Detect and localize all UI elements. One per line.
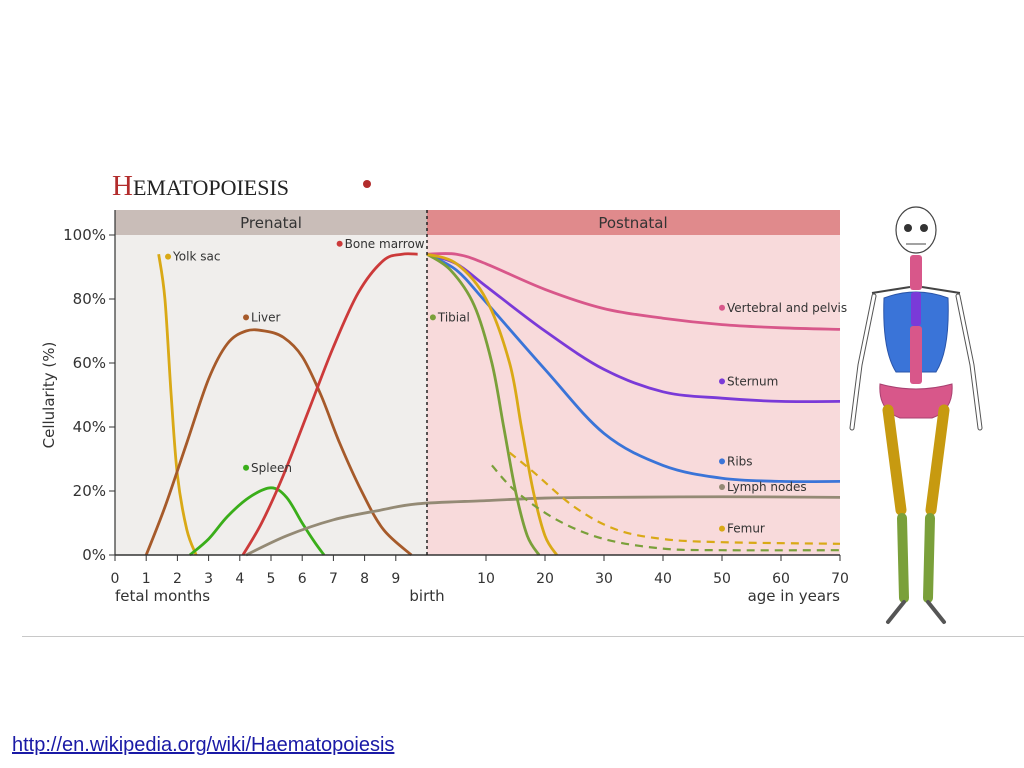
- x-tick-label: 40: [654, 571, 672, 587]
- series-line-liver: [144, 328, 413, 557]
- series-marker-lymph: [719, 484, 725, 490]
- dashed-line-femur: [508, 451, 841, 545]
- x-tick-label: 5: [267, 571, 276, 587]
- postnatal-header: [427, 210, 840, 235]
- series-label-tibial: Tibial: [437, 310, 470, 324]
- x-tick-label: 10: [477, 571, 495, 587]
- series-line-tibial: [426, 253, 541, 556]
- y-tick-label: 40%: [73, 418, 106, 436]
- series-label-liver: Liver: [251, 310, 281, 324]
- series-marker-spleen: [243, 464, 250, 471]
- series-marker-tibial: [429, 314, 436, 321]
- x-tick-label: 9: [391, 571, 400, 587]
- tibia-right: [923, 513, 935, 603]
- chart-title: HEMATOPOIESIS: [112, 170, 289, 202]
- series-label-vertebral: Vertebral and pelvis: [727, 301, 847, 315]
- series-marker-yolk_sac: [165, 253, 172, 260]
- x-tick-label: 2: [173, 571, 182, 587]
- series-marker-femur: [719, 525, 725, 532]
- skull-icon: [895, 206, 937, 254]
- y-tick-label: 20%: [73, 482, 106, 500]
- x-axis: 0 1 2 3 4 5 6 7 8 9 10 20 30 40 50 60 70 fetal months birt…: [111, 554, 849, 605]
- x-tick-label: 6: [298, 571, 307, 587]
- dashed-line-tibial: [491, 464, 841, 552]
- series-marker-bone_marrow: [336, 240, 343, 247]
- series-line-ribs: [426, 252, 841, 484]
- series-label-femur: Femur: [727, 522, 765, 536]
- femur-left: [882, 404, 907, 516]
- femur-right: [925, 404, 950, 516]
- x-tick-label: 8: [360, 571, 369, 587]
- x-caption-years: age in years: [748, 587, 841, 605]
- tibia-left: [897, 513, 909, 603]
- x-caption-fetal: fetal months: [115, 587, 210, 605]
- series-marker-liver: [243, 314, 250, 321]
- y-tick-label: 0%: [82, 546, 106, 564]
- y-tick-label: 60%: [73, 354, 106, 372]
- hematopoiesis-chart: HEMATOPOIESIS Prenatal Postnatal Cellula…: [40, 170, 983, 624]
- y-axis: 0% 20% 40% 60% 80% 100%: [63, 210, 116, 564]
- cervical-spine: [910, 255, 922, 290]
- x-caption-birth: birth: [409, 587, 444, 605]
- series-label-sternum: Sternum: [727, 374, 778, 388]
- x-tick-label: 1: [142, 571, 151, 587]
- series-marker-sternum: [719, 378, 725, 385]
- series-line-yolk_sac: [157, 254, 198, 556]
- series-line-bone_marrow: [241, 252, 418, 556]
- x-tick-label: 30: [595, 571, 613, 587]
- series-line-spleen: [188, 486, 326, 557]
- series-marker-vertebral: [719, 304, 725, 311]
- x-tick-label: 70: [831, 571, 849, 587]
- series-marker-ribs: [719, 458, 725, 465]
- prenatal-header: [115, 210, 427, 235]
- x-tick-label: 20: [536, 571, 554, 587]
- series-line-femur: [426, 252, 558, 556]
- series-label-lymph: Lymph nodes: [727, 480, 807, 494]
- title-dot: [363, 180, 371, 188]
- x-tick-label: 60: [772, 571, 790, 587]
- skeleton-illustration: [849, 206, 983, 624]
- series-labels: Yolk sac Liver Spleen Bone marrow Lymph node…: [165, 237, 847, 536]
- y-tick-label: 80%: [73, 290, 106, 308]
- y-tick-label: 100%: [63, 226, 106, 244]
- x-tick-label: 4: [235, 571, 244, 587]
- x-tick-label: 0: [111, 571, 120, 587]
- series-line-vertebral: [426, 252, 841, 331]
- y-axis-label: Cellularity (%): [40, 342, 58, 449]
- series-label-spleen: Spleen: [251, 461, 292, 475]
- postnatal-label: Postnatal: [598, 214, 667, 232]
- x-tick-label: 7: [329, 571, 338, 587]
- series-label-ribs: Ribs: [727, 454, 753, 468]
- source-link[interactable]: http://en.wikipedia.org/wiki/Haematopoie…: [12, 734, 395, 756]
- series-label-yolk_sac: Yolk sac: [172, 250, 220, 264]
- sternum-bone: [911, 292, 921, 326]
- series-layer: [144, 252, 841, 557]
- prenatal-label: Prenatal: [240, 214, 302, 232]
- lumbar-spine: [910, 326, 922, 384]
- series-label-bone_marrow: Bone marrow: [345, 237, 425, 251]
- x-tick-label: 3: [204, 571, 213, 587]
- x-tick-label: 50: [713, 571, 731, 587]
- series-line-lymph: [245, 495, 841, 557]
- hematopoiesis-figure: HEMATOPOIESIS Prenatal Postnatal Cellula…: [22, 160, 1024, 637]
